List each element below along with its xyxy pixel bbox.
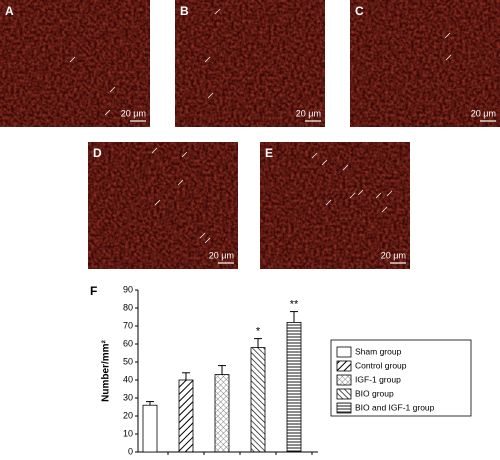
y-axis-label: Number/mm² [101, 339, 112, 401]
y-tick-label: 0 [128, 446, 133, 455]
panel-label: E [265, 146, 273, 160]
legend-label: BIO and IGF-1 group [355, 402, 435, 412]
panel-label: D [93, 146, 102, 160]
legend-swatch [336, 374, 352, 386]
scale-label: 20 μm [209, 250, 234, 260]
arrow [375, 192, 382, 199]
y-tick-label: 20 [123, 410, 133, 420]
scale-label: 20 μm [471, 108, 496, 118]
arrow [325, 199, 332, 206]
scale-label: 20 μm [121, 108, 146, 118]
micrograph-texture [260, 142, 410, 269]
legend-label: Control group [355, 360, 407, 370]
scale-label: 20 μm [381, 250, 406, 260]
legend-swatch [336, 360, 352, 372]
arrow [357, 189, 364, 196]
arrow [349, 192, 356, 199]
arrow [181, 151, 188, 158]
micrograph-texture [0, 0, 150, 127]
panel-label: F [90, 284, 97, 298]
y-tick-label: 60 [123, 338, 133, 348]
significance-label: ** [290, 299, 299, 311]
legend-label: Sham group [355, 346, 402, 356]
arrow [109, 86, 116, 93]
legend-swatch [336, 388, 352, 400]
arrow [207, 92, 214, 99]
arrow [177, 179, 184, 186]
legend-swatch [336, 402, 352, 414]
micrograph-texture [175, 0, 325, 127]
scale-label: 20 μm [296, 108, 321, 118]
y-tick-label: 80 [123, 302, 133, 312]
micrograph-texture [88, 142, 238, 269]
legend-label: BIO group [355, 388, 394, 398]
arrow [214, 8, 221, 15]
arrow [204, 56, 211, 63]
arrow [342, 164, 349, 171]
y-tick-label: 30 [123, 392, 133, 402]
bar [214, 374, 230, 453]
legend-box [330, 339, 472, 417]
panel-label: A [5, 4, 14, 18]
legend-label: IGF-1 group [355, 374, 401, 384]
y-tick-label: 10 [123, 428, 133, 438]
bar [142, 404, 158, 453]
arrow [151, 147, 158, 154]
legend-swatch [336, 346, 352, 358]
panel-label: C [355, 4, 364, 18]
bar [250, 347, 266, 453]
arrow [69, 56, 76, 63]
arrow [154, 199, 161, 206]
arrow [311, 152, 318, 159]
bar [286, 321, 302, 453]
arrow [199, 232, 206, 239]
micrograph-texture [350, 0, 500, 127]
arrow [445, 54, 452, 61]
significance-label: * [256, 326, 261, 338]
y-tick-label: 90 [123, 284, 133, 294]
panel-label: B [180, 4, 189, 18]
y-tick-label: 50 [123, 356, 133, 366]
arrow [386, 190, 393, 197]
y-tick-label: 70 [123, 320, 133, 330]
arrow [204, 237, 211, 244]
arrow [381, 206, 388, 213]
arrow [444, 32, 451, 39]
arrow [104, 109, 111, 116]
bar [178, 379, 194, 453]
arrow [321, 159, 328, 166]
y-tick-label: 40 [123, 374, 133, 384]
